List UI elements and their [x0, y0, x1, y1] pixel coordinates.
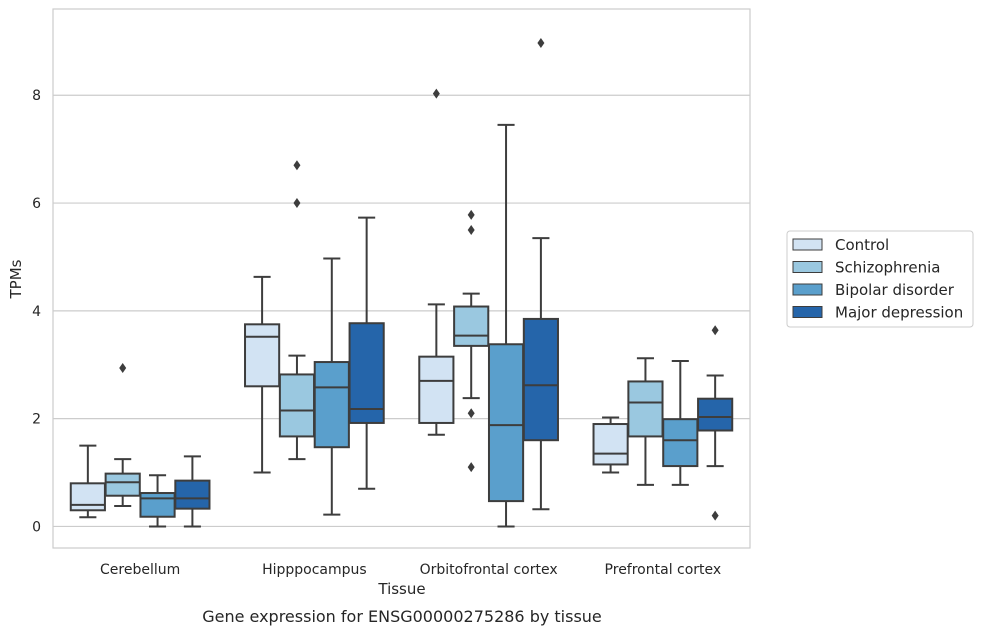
box-bipolar-disorder	[662, 359, 699, 486]
box-schizophrenia	[453, 209, 490, 473]
x-tick-label: Orbitofrontal cortex	[420, 562, 558, 578]
y-tick-label: 4	[32, 304, 41, 320]
box-iqr	[104, 472, 141, 497]
x-tick-label: Hipppocampus	[262, 562, 367, 578]
outlier-point	[467, 224, 475, 235]
y-tick-label: 0	[32, 519, 41, 535]
legend-label: Control	[835, 236, 889, 254]
box-major-depression	[522, 37, 559, 511]
legend-label: Schizophrenia	[835, 259, 940, 277]
box-schizophrenia	[104, 362, 141, 507]
box-iqr	[348, 322, 385, 424]
chart-caption: Gene expression for ENSG00000275286 by t…	[202, 607, 602, 626]
legend-swatch	[792, 306, 823, 318]
outlier-point	[467, 209, 475, 220]
x-axis-label: Tissue	[377, 580, 425, 598]
box-major-depression	[697, 325, 734, 521]
box-iqr	[69, 482, 106, 512]
box-bipolar-disorder	[313, 257, 350, 516]
box-major-depression	[174, 455, 211, 528]
box-iqr	[627, 380, 664, 438]
box-iqr	[313, 361, 350, 449]
outlier-point	[293, 160, 301, 171]
legend-frame	[786, 230, 974, 328]
y-tick-label: 8	[32, 88, 41, 104]
legend-swatch	[792, 238, 823, 251]
legend-label: Major depression	[835, 304, 963, 322]
outlier-point	[467, 408, 475, 419]
legend: Control Schizophrenia Bipolar disorder Majo…	[786, 230, 974, 328]
outlier-point	[432, 88, 440, 99]
legend-swatch	[792, 261, 823, 273]
box-control	[244, 275, 281, 474]
box-iqr	[662, 418, 699, 468]
plot-frame	[52, 8, 751, 549]
box-iqr	[139, 492, 176, 518]
box-iqr	[418, 355, 455, 424]
box-major-depression	[348, 216, 385, 490]
box-bipolar-disorder	[139, 474, 176, 528]
outlier-point	[467, 462, 475, 473]
box-control	[592, 416, 629, 474]
y-tick-label: 2	[32, 412, 41, 428]
x-tick-labels: Cerebellum Hipppocampus Orbitofrontal cort…	[100, 562, 721, 578]
y-axis-label: TPMs	[7, 259, 25, 299]
box-iqr	[487, 343, 525, 503]
box-iqr	[697, 397, 734, 432]
outlier-point	[711, 510, 719, 521]
box-iqr	[453, 305, 490, 347]
y-tick-labels: 0 2 4 6 8	[32, 88, 41, 535]
outlier-point	[293, 198, 301, 209]
box-schizophrenia	[627, 357, 664, 486]
x-tick-label: Cerebellum	[100, 562, 180, 578]
box-iqr	[174, 479, 211, 510]
box-control	[418, 88, 455, 436]
outlier-point	[537, 37, 545, 48]
y-tick-label: 6	[32, 196, 41, 212]
box-iqr	[592, 423, 629, 466]
box-iqr	[244, 323, 281, 388]
outlier-point	[711, 325, 719, 336]
outlier-point	[119, 362, 127, 373]
box-iqr	[522, 317, 559, 442]
x-tick-label: Prefrontal cortex	[605, 562, 722, 578]
legend-swatch	[792, 283, 823, 296]
legend-label: Bipolar disorder	[835, 281, 955, 299]
box-bipolar-disorder	[487, 123, 525, 528]
box-schizophrenia	[278, 160, 316, 461]
box-control	[69, 444, 106, 519]
box-iqr	[278, 373, 316, 438]
box-groups	[69, 37, 734, 528]
